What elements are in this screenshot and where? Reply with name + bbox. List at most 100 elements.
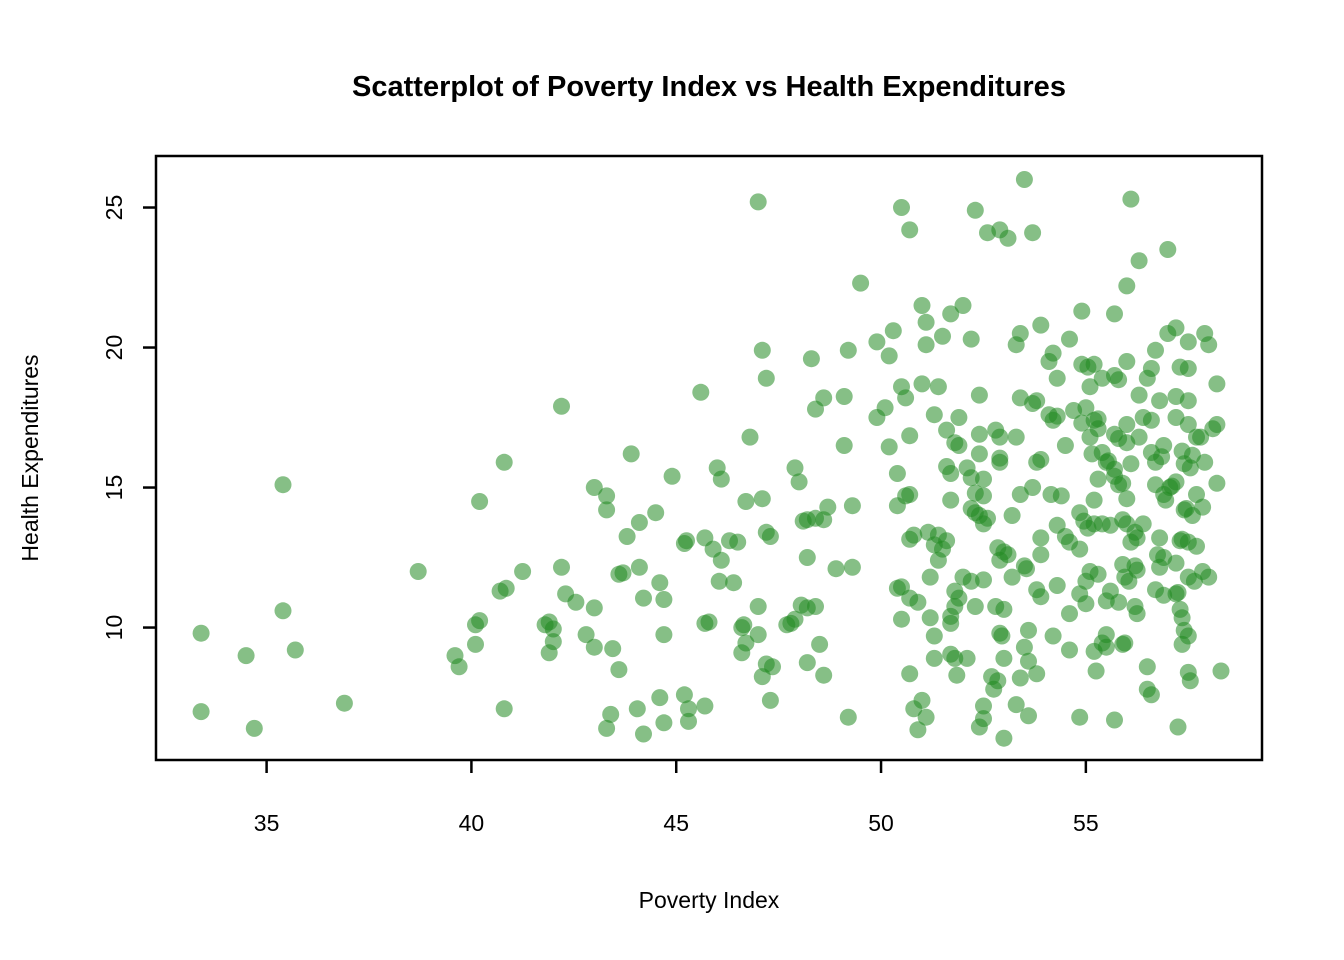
- x-tick-label: 45: [663, 810, 689, 836]
- data-point: [761, 528, 779, 545]
- data-point: [1007, 696, 1025, 714]
- data-point: [929, 551, 947, 569]
- data-point: [725, 574, 743, 592]
- chart-title: Scatterplot of Poverty Index vs Health E…: [352, 71, 1066, 103]
- data-point: [749, 598, 767, 615]
- data-point: [741, 428, 759, 446]
- data-point: [1081, 428, 1099, 446]
- data-point: [544, 620, 562, 638]
- data-point: [733, 644, 751, 662]
- data-point: [655, 626, 673, 644]
- data-point: [1020, 707, 1037, 725]
- data-point: [540, 644, 558, 662]
- data-point: [1116, 634, 1134, 652]
- data-point: [1061, 330, 1078, 348]
- data-point: [893, 610, 910, 628]
- data-point: [737, 493, 755, 510]
- data-point: [1003, 568, 1021, 586]
- data-point: [192, 624, 210, 642]
- data-points: [192, 171, 1230, 747]
- data-point: [954, 297, 972, 314]
- data-point: [729, 533, 747, 551]
- x-tick-label: 35: [254, 810, 280, 836]
- data-point: [1147, 341, 1164, 359]
- data-point: [1018, 560, 1035, 578]
- data-point: [975, 470, 992, 488]
- data-point: [975, 571, 992, 589]
- data-point: [807, 598, 824, 615]
- data-point: [1179, 392, 1197, 410]
- data-point: [630, 558, 648, 576]
- data-point: [1077, 399, 1095, 417]
- data-point: [835, 437, 853, 454]
- data-point: [450, 658, 468, 676]
- data-point: [905, 700, 923, 718]
- data-point: [651, 574, 669, 592]
- data-point: [1003, 507, 1021, 524]
- data-point: [1048, 369, 1066, 387]
- data-point: [1032, 546, 1050, 564]
- data-point: [802, 350, 820, 368]
- data-point: [1071, 540, 1089, 558]
- data-point: [245, 719, 263, 737]
- data-point: [749, 626, 767, 644]
- data-point: [880, 347, 898, 365]
- data-point: [917, 313, 935, 331]
- x-tick-label: 40: [459, 810, 485, 836]
- data-point: [678, 532, 695, 550]
- y-tick-label: 20: [101, 335, 127, 361]
- data-point: [950, 409, 968, 426]
- data-point: [1173, 609, 1191, 627]
- data-point: [1083, 445, 1101, 463]
- data-point: [1159, 241, 1177, 258]
- data-point: [1089, 410, 1107, 428]
- data-point: [1118, 353, 1136, 370]
- data-point: [585, 638, 603, 656]
- data-point: [815, 666, 833, 684]
- data-point: [274, 476, 292, 494]
- data-point: [1024, 224, 1042, 242]
- x-axis-ticks: 35 40 45 50 55: [254, 760, 1099, 836]
- data-point: [1169, 584, 1187, 601]
- data-point: [1085, 355, 1103, 373]
- y-tick-label: 25: [101, 195, 127, 221]
- data-point: [1007, 428, 1025, 446]
- data-point: [946, 649, 964, 667]
- data-point: [1032, 316, 1050, 334]
- data-point: [995, 729, 1013, 747]
- data-point: [901, 530, 919, 548]
- data-point: [1085, 642, 1103, 660]
- data-point: [712, 470, 730, 488]
- data-point: [1122, 533, 1140, 551]
- data-point: [897, 389, 915, 407]
- data-point: [1142, 686, 1160, 704]
- data-point: [710, 572, 728, 590]
- data-point: [467, 635, 484, 653]
- data-point: [1167, 473, 1185, 491]
- data-point: [962, 330, 980, 348]
- data-point: [966, 598, 984, 615]
- data-point: [962, 572, 980, 590]
- data-point: [274, 602, 292, 620]
- data-point: [1188, 537, 1205, 555]
- data-point: [553, 558, 570, 576]
- data-point: [1169, 718, 1187, 736]
- data-point: [942, 491, 960, 509]
- data-point: [585, 599, 603, 617]
- data-point: [1097, 592, 1115, 610]
- data-point: [749, 193, 767, 211]
- data-point: [839, 708, 857, 726]
- data-point: [1194, 498, 1212, 516]
- data-point: [917, 708, 935, 726]
- data-point: [880, 438, 898, 456]
- data-point: [753, 341, 771, 359]
- data-point: [1122, 455, 1140, 473]
- data-point: [1079, 519, 1097, 537]
- data-point: [1028, 665, 1046, 683]
- data-point: [471, 493, 489, 510]
- data-point: [901, 665, 919, 683]
- data-point: [622, 445, 640, 463]
- data-point: [893, 199, 910, 216]
- data-point: [614, 564, 632, 582]
- data-point: [1208, 416, 1226, 433]
